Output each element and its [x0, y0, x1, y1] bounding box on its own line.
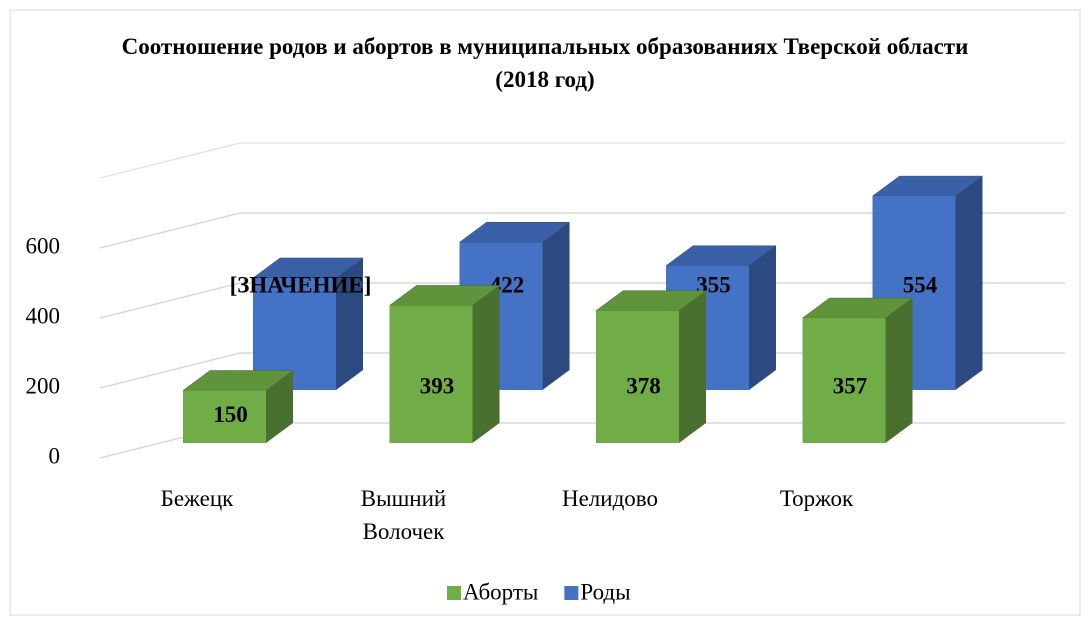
bar-side — [955, 176, 983, 390]
bar — [802, 318, 886, 443]
data-label: 150 — [213, 402, 248, 427]
legend-swatch — [564, 586, 579, 600]
x-tick-label: Вышний Волочек — [360, 486, 447, 544]
data-label: 393 — [420, 373, 455, 398]
data-label: [ЗНАЧЕНИЕ] — [230, 272, 372, 297]
bar-side — [542, 222, 570, 390]
y-tick-label: 0 — [49, 443, 61, 468]
y-tick-label: 600 — [26, 233, 61, 258]
bar-side — [749, 245, 776, 390]
bar-side — [336, 258, 363, 390]
bar — [183, 390, 266, 443]
bar-side — [679, 290, 706, 443]
bar-side — [472, 285, 500, 443]
grid-line — [99, 212, 1065, 249]
x-tick-label: Нелидово — [561, 486, 658, 511]
x-tick-label: Торжок — [779, 486, 854, 511]
chart-title: Соотношение родов и абортов в муниципаль… — [121, 34, 969, 92]
grid-line — [99, 282, 1065, 319]
wall-edge — [99, 142, 241, 179]
y-tick-label: 400 — [26, 303, 61, 328]
data-label: 554 — [903, 272, 938, 297]
y-tick-label: 200 — [26, 373, 61, 398]
legend-label: Аборты — [463, 579, 538, 604]
bar — [389, 305, 473, 443]
grid-line — [99, 352, 1065, 389]
legend-label: Роды — [580, 579, 630, 604]
data-label: 357 — [833, 373, 868, 398]
x-tick-label: Бежецк — [160, 486, 234, 511]
data-label: 378 — [626, 373, 661, 398]
bar — [596, 310, 679, 443]
legend-swatch — [447, 586, 461, 600]
bar-side — [266, 370, 293, 443]
bar-side — [885, 298, 913, 443]
